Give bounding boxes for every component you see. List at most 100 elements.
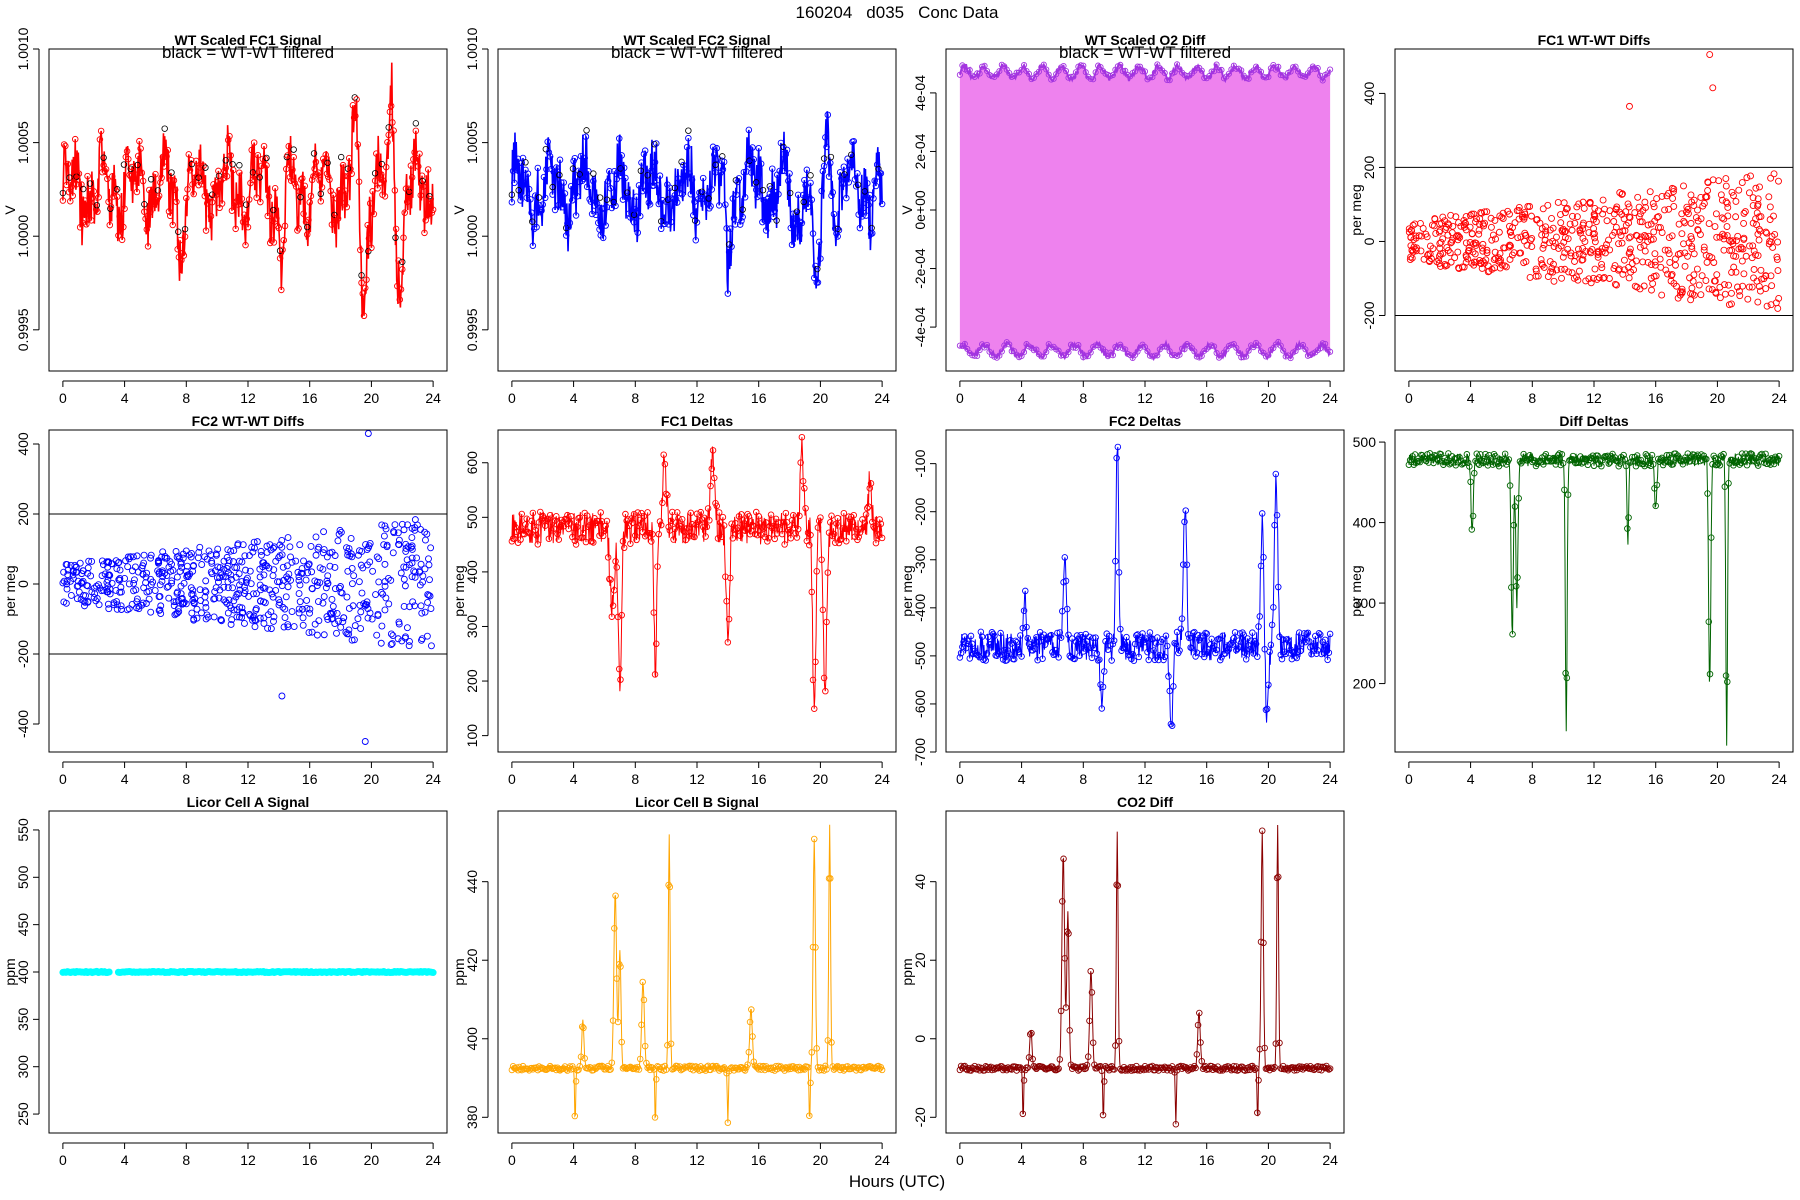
x-tick-label: 24 bbox=[425, 1152, 441, 1168]
data-point bbox=[1052, 646, 1060, 654]
data-point bbox=[1515, 215, 1523, 223]
data-point bbox=[136, 137, 143, 145]
data-point bbox=[1515, 495, 1522, 502]
data-point bbox=[170, 177, 178, 184]
data-point bbox=[416, 150, 423, 157]
data-point bbox=[1526, 452, 1534, 459]
y-tick-label: 250 bbox=[15, 1102, 31, 1126]
y-tick-label: 450 bbox=[15, 913, 31, 937]
data-point bbox=[198, 609, 205, 617]
data-point bbox=[827, 519, 834, 526]
data-point bbox=[1466, 211, 1474, 219]
filtered-point bbox=[188, 160, 196, 168]
data-point bbox=[660, 451, 667, 458]
data-point bbox=[1773, 253, 1781, 261]
filtered-point bbox=[522, 159, 529, 166]
data-point bbox=[1035, 638, 1043, 646]
data-point bbox=[1625, 203, 1633, 211]
data-point bbox=[1224, 647, 1231, 654]
data-point bbox=[1412, 247, 1420, 255]
data-point bbox=[672, 195, 680, 203]
data-point bbox=[956, 71, 963, 78]
data-point bbox=[352, 112, 359, 120]
data-point bbox=[645, 199, 653, 206]
data-point bbox=[559, 203, 566, 211]
data-point bbox=[1749, 194, 1757, 202]
data-point bbox=[295, 590, 303, 598]
data-point bbox=[124, 563, 132, 571]
data-point bbox=[1539, 205, 1547, 213]
data-point bbox=[1528, 243, 1536, 251]
data-point bbox=[1305, 638, 1313, 645]
filtered-point bbox=[256, 174, 263, 181]
data-point bbox=[1521, 229, 1529, 237]
data-point bbox=[635, 522, 643, 530]
data-point bbox=[677, 179, 685, 186]
data-point bbox=[1620, 215, 1628, 223]
data-point bbox=[1562, 669, 1569, 677]
data-point bbox=[406, 186, 413, 194]
data-point bbox=[138, 169, 146, 177]
data-point bbox=[245, 196, 253, 203]
data-point bbox=[229, 166, 237, 174]
x-tick-label: 0 bbox=[508, 390, 516, 406]
data-point bbox=[1117, 61, 1124, 68]
data-point bbox=[987, 640, 994, 648]
data-point bbox=[702, 533, 709, 540]
data-point bbox=[1020, 1077, 1028, 1084]
data-point bbox=[740, 168, 748, 176]
y-tick-label: 0 bbox=[912, 1035, 928, 1043]
data-point bbox=[313, 582, 321, 590]
data-point bbox=[1019, 1110, 1027, 1118]
data-point bbox=[1661, 246, 1669, 254]
data-point bbox=[336, 526, 344, 534]
data-point bbox=[1548, 264, 1556, 272]
data-point bbox=[511, 179, 518, 187]
data-point bbox=[1163, 642, 1171, 650]
y-tick-label: 400 bbox=[15, 432, 31, 456]
data-point bbox=[321, 158, 328, 165]
data-point bbox=[1587, 279, 1595, 287]
data-point bbox=[581, 154, 588, 162]
data-point bbox=[99, 561, 107, 569]
data-point bbox=[390, 127, 397, 134]
y-tick-label: -20 bbox=[912, 1107, 928, 1127]
data-point bbox=[283, 573, 291, 581]
data-point bbox=[1279, 636, 1287, 643]
data-point bbox=[1252, 640, 1260, 648]
data-point bbox=[1109, 640, 1117, 648]
data-point bbox=[213, 179, 221, 186]
data-point bbox=[607, 185, 614, 192]
data-point bbox=[567, 182, 575, 190]
plot-area-fc2wt bbox=[59, 430, 435, 745]
data-point bbox=[1738, 179, 1746, 187]
filtered-point bbox=[549, 183, 556, 191]
data-point bbox=[603, 517, 611, 525]
data-point bbox=[95, 601, 103, 609]
data-point bbox=[156, 606, 164, 614]
data-point bbox=[285, 143, 292, 150]
filtered-point bbox=[113, 186, 121, 193]
data-point bbox=[624, 516, 632, 523]
x-axis: 0 4 8 12 16 20 24 bbox=[956, 1142, 1338, 1168]
data-point bbox=[1487, 223, 1495, 231]
data-point bbox=[1246, 645, 1254, 653]
data-point bbox=[400, 563, 408, 571]
data-point bbox=[755, 512, 762, 520]
filtered-point bbox=[678, 158, 685, 166]
data-point bbox=[1468, 210, 1476, 218]
data-point bbox=[1750, 266, 1758, 273]
data-point bbox=[1470, 210, 1478, 218]
data-point bbox=[998, 348, 1005, 355]
data-point bbox=[764, 538, 771, 545]
data-point bbox=[157, 179, 164, 186]
data-point bbox=[657, 521, 665, 529]
data-point bbox=[1270, 1065, 1277, 1073]
data-point bbox=[245, 552, 253, 559]
data-point bbox=[313, 171, 321, 178]
data-point bbox=[394, 529, 402, 537]
data-point bbox=[1670, 188, 1677, 195]
